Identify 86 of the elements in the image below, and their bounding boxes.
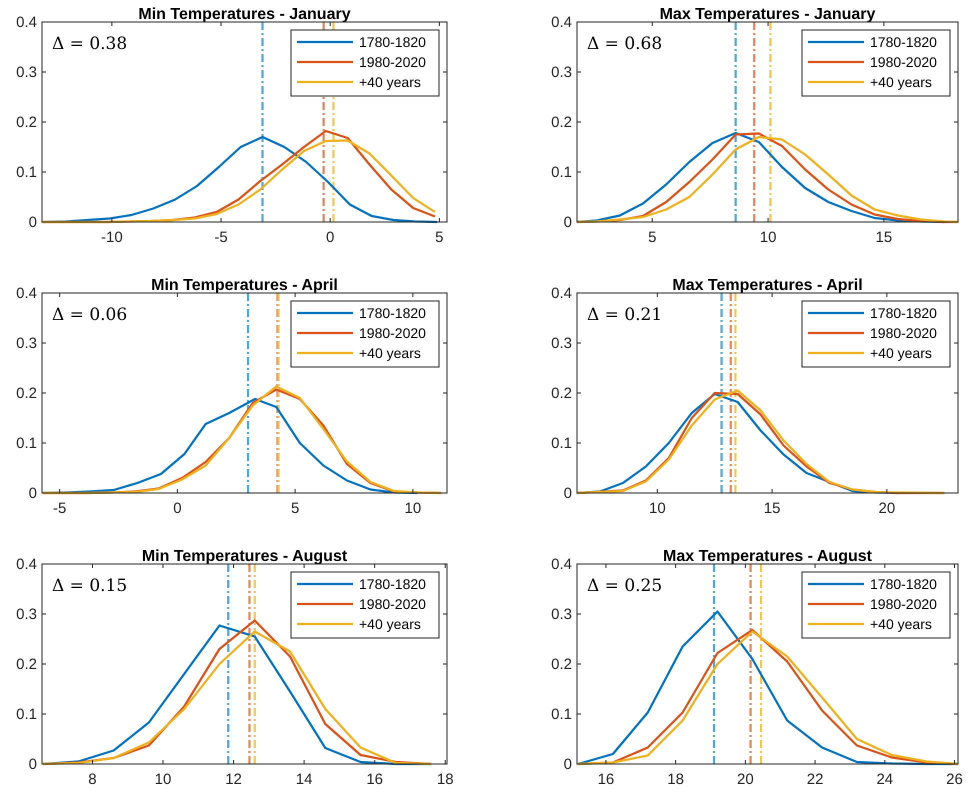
x-tick-label: 14 xyxy=(296,771,312,788)
y-tick-label: 0 xyxy=(564,214,572,231)
legend-label: +40 years xyxy=(359,345,421,361)
x-tick-label: 12 xyxy=(225,771,242,788)
y-tick-label: 0.1 xyxy=(16,706,37,723)
legend-label: +40 years xyxy=(870,616,932,632)
y-tick-label: 0.3 xyxy=(551,64,572,81)
y-tick-label: 0.3 xyxy=(16,335,37,352)
legend-label: +40 years xyxy=(359,616,421,632)
x-tick-label: 16 xyxy=(598,771,614,788)
x-tick-label: 5 xyxy=(290,500,300,517)
x-tick-label: 10 xyxy=(404,500,422,517)
x-tick-label: 0 xyxy=(326,229,334,246)
x-tick-label: 20 xyxy=(878,500,896,517)
y-tick-label: 0.2 xyxy=(551,656,572,673)
y-tick-label: 0.3 xyxy=(16,64,37,81)
y-tick-label: 0.3 xyxy=(551,335,572,352)
legend-label: 1980-2020 xyxy=(870,596,938,612)
x-tick-label: 18 xyxy=(436,771,454,788)
annotation: Δ = 0.06 xyxy=(52,305,128,325)
legend-label: 1780-1820 xyxy=(870,576,938,592)
legend-label: 1780-1820 xyxy=(870,305,938,321)
y-tick-label: 0.1 xyxy=(16,435,37,452)
x-tick-label: 8 xyxy=(88,771,97,788)
y-tick-label: 0.2 xyxy=(16,656,37,673)
y-tick-label: 0.4 xyxy=(551,14,572,31)
legend-label: 1980-2020 xyxy=(359,596,426,612)
legend-label: 1980-2020 xyxy=(359,54,426,70)
x-tick-label: 5 xyxy=(435,229,444,246)
annotation: Δ = 0.15 xyxy=(52,576,128,596)
x-tick-label: 26 xyxy=(946,771,963,788)
legend-label: +40 years xyxy=(870,74,932,90)
annotation: Δ = 0.38 xyxy=(52,34,128,54)
x-tick-label: 5 xyxy=(648,229,656,246)
y-tick-label: 0.2 xyxy=(16,114,37,131)
x-tick-label: 0 xyxy=(173,500,182,517)
x-tick-label: 10 xyxy=(154,771,172,788)
y-tick-label: 0.4 xyxy=(551,556,572,573)
chart-title: Max Temperatures - January xyxy=(660,6,876,23)
x-tick-label: 10 xyxy=(760,229,776,246)
y-tick-label: 0.1 xyxy=(551,164,572,181)
y-tick-label: 0.4 xyxy=(551,285,572,302)
legend-label: 1780-1820 xyxy=(359,34,426,50)
y-tick-label: 0.4 xyxy=(16,14,37,31)
y-tick-label: 0.3 xyxy=(551,606,572,623)
chart-title: Min Temperatures - April xyxy=(151,277,338,294)
x-tick-label: 18 xyxy=(667,771,684,788)
legend-label: 1980-2020 xyxy=(870,325,938,341)
x-tick-label: -5 xyxy=(52,500,66,517)
y-tick-label: 0.4 xyxy=(16,556,37,573)
legend-label: +40 years xyxy=(870,345,932,361)
legend-label: +40 years xyxy=(359,74,421,90)
legend-label: 1780-1820 xyxy=(359,576,426,592)
y-tick-label: 0.2 xyxy=(551,114,572,131)
x-tick-label: 10 xyxy=(648,500,666,517)
y-tick-label: 0.1 xyxy=(16,164,37,181)
annotation: Δ = 0.68 xyxy=(587,34,662,54)
legend-label: 1980-2020 xyxy=(870,54,938,70)
y-tick-label: 0 xyxy=(28,485,37,502)
y-tick-label: 0.1 xyxy=(551,435,572,452)
x-tick-label: -10 xyxy=(101,229,123,246)
x-tick-label: 24 xyxy=(876,771,894,788)
legend-label: 1780-1820 xyxy=(870,34,938,50)
y-tick-label: 0 xyxy=(564,756,572,773)
legend-label: 1980-2020 xyxy=(359,325,426,341)
chart-title: Min Temperatures - August xyxy=(142,548,348,565)
chart-title: Min Temperatures - January xyxy=(138,6,351,23)
y-tick-label: 0.3 xyxy=(16,606,37,623)
chart-title: Max Temperatures - August xyxy=(663,548,873,565)
x-tick-label: 20 xyxy=(737,771,754,788)
y-tick-label: 0 xyxy=(28,756,37,773)
x-tick-label: 16 xyxy=(366,771,384,788)
legend-label: 1780-1820 xyxy=(359,305,426,321)
y-tick-label: 0 xyxy=(28,214,37,231)
y-tick-label: 0.4 xyxy=(16,285,37,302)
y-tick-label: 0.2 xyxy=(551,385,572,402)
y-tick-label: 0 xyxy=(564,485,572,502)
x-tick-label: -5 xyxy=(214,229,228,246)
x-tick-label: 15 xyxy=(876,229,892,246)
annotation: Δ = 0.25 xyxy=(587,576,662,596)
y-tick-label: 0.1 xyxy=(551,706,572,723)
chart-title: Max Temperatures - April xyxy=(672,277,863,294)
annotation: Δ = 0.21 xyxy=(587,305,662,325)
x-tick-label: 15 xyxy=(764,500,780,517)
x-tick-label: 22 xyxy=(806,771,824,788)
y-tick-label: 0.2 xyxy=(16,385,37,402)
